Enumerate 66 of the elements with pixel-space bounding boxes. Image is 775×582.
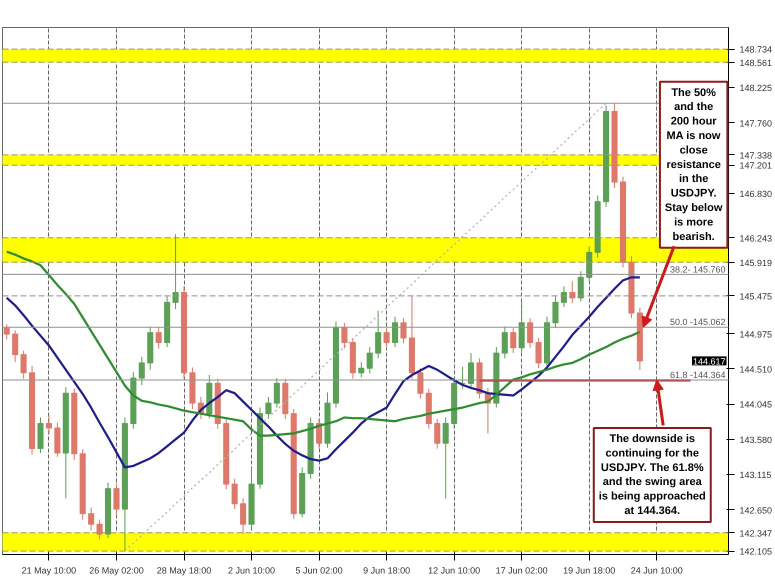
x-tick-label: 9 Jun 18:00	[363, 566, 410, 576]
candlestick	[88, 507, 94, 531]
candlestick	[578, 270, 584, 302]
annotation: The downside is continuing for the USDJPY. The 61.8% and the swing area is being approached at 144.364.	[598, 433, 706, 518]
y-tick-label: 148.225	[740, 83, 772, 94]
candlestick	[274, 378, 280, 408]
ref-line-label: 147.338	[740, 150, 772, 160]
candlestick	[113, 482, 120, 516]
ref-line-label: 148.561	[740, 58, 772, 68]
annotation: 144.617	[692, 356, 726, 366]
candlestick	[417, 368, 424, 400]
candlestick	[341, 322, 348, 350]
candlestick	[366, 346, 373, 374]
ref-line-label: 148.734	[740, 44, 772, 55]
x-tick-label: 17 Jun 02:00	[496, 566, 548, 576]
candlestick	[232, 478, 238, 510]
candlestick	[265, 396, 272, 420]
ref-line-label: 145.919	[740, 258, 772, 268]
annotation: 61.8 -144.364	[670, 370, 726, 380]
annotation: 38.2- 145.760	[670, 264, 726, 274]
candlestick	[400, 318, 407, 344]
candlestick	[434, 418, 440, 449]
x-tick-label: 21 May 10:00	[22, 566, 76, 576]
candlestick	[240, 498, 246, 535]
x-tick-label: 12 Jun 10:00	[428, 566, 480, 576]
candlestick	[442, 416, 449, 499]
text: The 50% and the 200 hour MA is now close resistance in the USDJPY. Stay below is more bearish.	[664, 86, 722, 243]
candlestick	[96, 519, 103, 540]
candlestick	[4, 324, 10, 340]
candlestick	[536, 337, 542, 369]
candlestick	[468, 352, 474, 388]
x-tick-label: 19 Jun 18:00	[563, 566, 616, 576]
x-tick-label: 5 Jun 02:00	[296, 566, 343, 576]
x-tick-label: 2 Jun 10:00	[228, 566, 276, 576]
ref-line-label: 146.243	[740, 233, 772, 244]
candlestick	[560, 286, 567, 308]
y-tick-label: 143.115	[740, 470, 772, 480]
candlestick	[384, 328, 390, 350]
ref-line-label: 145.475	[740, 291, 772, 302]
candlestick	[510, 328, 516, 354]
y-tick-label: 142.650	[740, 505, 772, 516]
candlestick	[172, 234, 179, 310]
candlestick	[392, 316, 398, 348]
candlestick	[12, 330, 18, 363]
y-tick-label: 147.760	[740, 118, 772, 128]
candlestick	[20, 350, 27, 380]
y-tick-label: 143.580	[740, 434, 772, 445]
candlestick	[358, 362, 364, 378]
x-tick-label: 26 May 02:00	[89, 566, 144, 576]
candlestick	[46, 414, 52, 435]
x-tick-label: 24 Jun 10:00	[630, 566, 683, 576]
y-tick-label: 146.830	[740, 188, 772, 199]
annotation: 50.0 -145.062	[670, 317, 726, 328]
candlestick	[138, 356, 145, 386]
candlestick	[552, 296, 558, 329]
y-tick-label: 144.510	[740, 364, 772, 374]
candlestick	[156, 326, 162, 350]
candlestick	[375, 310, 382, 359]
candlestick	[527, 318, 534, 348]
candlestick	[502, 326, 508, 359]
x-tick-label: 28 May 18:00	[156, 566, 212, 576]
ref-line-label: 142.347	[740, 528, 772, 538]
y-tick-label: 144.975	[740, 329, 772, 340]
y-tick-label: 144.045	[740, 400, 772, 410]
ref-line-label: 147.201	[740, 160, 772, 171]
ref-line-label: 142.105	[740, 546, 772, 557]
